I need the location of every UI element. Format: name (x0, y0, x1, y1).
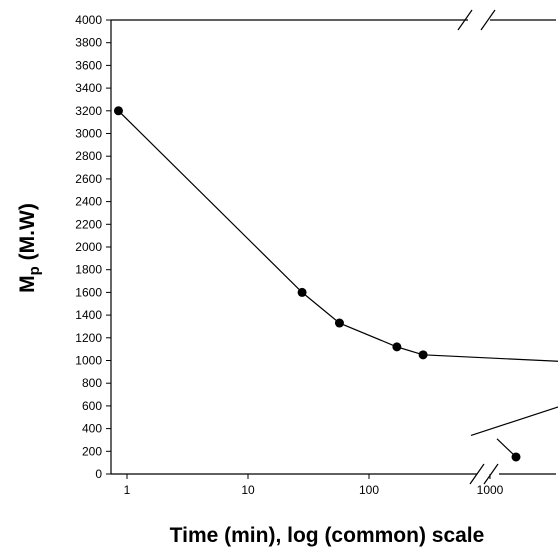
y-tick-label: 3400 (75, 81, 102, 95)
y-axis-title-main: M (16, 275, 39, 293)
y-tick-label: 0 (95, 467, 102, 481)
y-tick-label: 2400 (75, 195, 102, 209)
series-line-to-break (470, 406, 558, 436)
data-point (392, 342, 402, 352)
y-tick-label: 2000 (75, 240, 102, 254)
x-tick-label: 1 (124, 483, 131, 497)
y-tick-label: 1800 (75, 263, 102, 277)
y-tick-label: 3000 (75, 127, 102, 141)
y-tick-label: 800 (82, 376, 102, 390)
y-axis-title-sub: p (26, 266, 43, 275)
y-tick-label: 1000 (75, 354, 102, 368)
y-tick-label: 2800 (75, 149, 102, 163)
x-tick-label: 100 (359, 483, 379, 497)
series-layer (113, 106, 558, 462)
y-tick-label: 3200 (75, 104, 102, 118)
y-tick-label: 1400 (75, 308, 102, 322)
y-axis-title: Mp (M.W) (16, 203, 43, 293)
x-axis-title: Time (min), log (common) scale (170, 524, 485, 547)
x-axis-ticks: 110100100010000100000 (124, 474, 504, 497)
y-tick-label: 1600 (75, 285, 102, 299)
data-point (334, 318, 344, 328)
x-axis-break-mark (469, 463, 485, 485)
y-tick-label: 1200 (75, 331, 102, 345)
data-point-after-break (511, 452, 521, 462)
x-axis-break-mark (483, 463, 499, 485)
y-tick-label: 3600 (75, 58, 102, 72)
y-tick-label: 4000 (75, 13, 102, 27)
y-axis-ticks: 0 200 400 600 800 1000 1200 1400 1600 1800 2000 220… (75, 13, 111, 481)
data-point (418, 350, 428, 360)
data-point (297, 287, 307, 297)
y-tick-label: 3800 (75, 36, 102, 50)
y-axis-title-rest: (M.W) (16, 203, 39, 266)
data-point (113, 106, 123, 116)
y-tick-label: 600 (82, 399, 102, 413)
x-tick-label: 10 (241, 483, 255, 497)
y-tick-label: 2600 (75, 172, 102, 186)
chart-axes (110, 9, 556, 485)
top-break-mark (480, 9, 496, 31)
x-tick-label: 1000 (477, 483, 504, 497)
y-tick-label: 400 (82, 422, 102, 436)
top-break-mark (457, 9, 473, 31)
y-tick-label: 2200 (75, 217, 102, 231)
y-tick-label: 200 (82, 444, 102, 458)
